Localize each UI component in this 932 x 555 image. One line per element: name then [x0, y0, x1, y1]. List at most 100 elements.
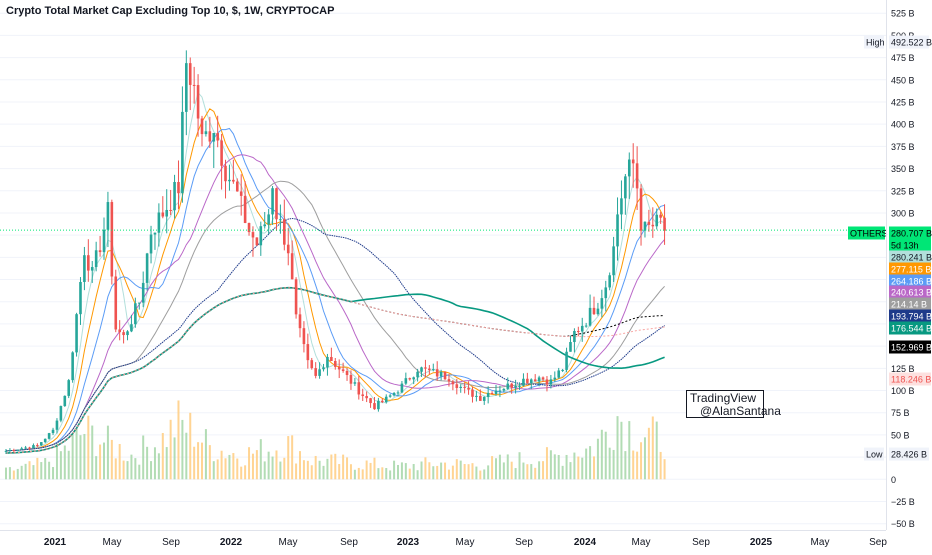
candle-body	[298, 314, 302, 329]
candle-body	[322, 367, 325, 370]
volume-bar	[616, 416, 619, 480]
candle-body	[408, 378, 412, 380]
ma-level-badge-text: 214.14 B	[891, 300, 927, 310]
volume-bar	[655, 421, 658, 480]
candle-body	[655, 214, 659, 227]
candle-body	[498, 390, 502, 392]
candle-body	[137, 302, 141, 304]
candle-body	[357, 382, 361, 395]
countdown-badge: 5d 13h	[889, 238, 931, 252]
candle-body	[63, 395, 67, 407]
candle-body	[188, 63, 192, 85]
ma-level-badge: 264.186 B	[889, 274, 932, 288]
candle-body	[39, 442, 43, 446]
candle-body	[243, 195, 247, 223]
y-tick-label: 325 B	[891, 186, 915, 196]
candle-body	[79, 281, 82, 315]
y-tick-label: 375 B	[891, 142, 915, 152]
candle-body	[87, 255, 90, 271]
candle-body	[157, 212, 161, 233]
candle-body	[643, 221, 647, 231]
volume-bar	[565, 454, 568, 480]
candle-body	[134, 303, 137, 325]
volume-bar	[169, 419, 172, 480]
candle-body	[596, 308, 600, 315]
ma-level-badge-bg	[889, 285, 931, 299]
volume-bar	[59, 451, 62, 480]
volume-bar	[491, 456, 494, 480]
volume-bar	[267, 451, 270, 480]
volume-bar	[612, 449, 615, 480]
symbol-badge-text: OTHERS	[850, 229, 888, 239]
volume-bar	[255, 450, 258, 480]
volume-bar	[236, 458, 239, 480]
volume-bar	[428, 462, 431, 480]
moving-average-line	[5, 287, 665, 454]
ma-level-badge-bg	[889, 262, 931, 276]
tradingview-watermark: TradingView @AlanSantana	[686, 390, 781, 418]
candle-body	[196, 85, 200, 119]
candle-body	[271, 188, 274, 215]
volume-bar	[581, 457, 584, 480]
volume-bar	[514, 468, 517, 480]
volume-bar	[28, 461, 31, 480]
candle-body	[24, 447, 27, 449]
volume-bar	[48, 461, 51, 480]
candle-body	[330, 356, 333, 361]
x-tick-label: 2024	[574, 537, 597, 548]
volume-bar	[389, 470, 392, 480]
candle-body	[169, 209, 172, 211]
low-label-badge-text: Low	[866, 450, 883, 460]
x-tick-label: Sep	[692, 537, 710, 548]
volume-bar	[361, 469, 364, 480]
volume-bar	[177, 400, 180, 480]
moving-average-line	[5, 217, 665, 452]
last-price-badge-bg	[889, 226, 931, 240]
candle-body	[392, 392, 396, 396]
volume-bar	[99, 444, 102, 480]
candle-body	[541, 377, 545, 380]
volume-bar	[232, 453, 235, 480]
candle-body	[59, 406, 63, 421]
x-tick-label: May	[811, 537, 830, 548]
candle-body	[510, 383, 513, 388]
candle-body	[290, 253, 294, 280]
volume-bar	[71, 434, 74, 480]
volume-bar	[506, 454, 509, 480]
candle-body	[627, 159, 631, 177]
volume-bar	[628, 421, 631, 480]
volume-bars	[5, 400, 666, 480]
y-tick-label: 125 B	[891, 364, 915, 374]
volume-bar	[36, 457, 39, 480]
volume-bar	[103, 442, 105, 480]
candle-body	[326, 356, 329, 368]
price-axis-separator	[886, 0, 887, 530]
candle-body	[561, 369, 564, 371]
volume-bar	[334, 453, 337, 480]
candle-body	[204, 131, 208, 135]
high-label-badge-bg	[864, 35, 884, 49]
candle-body	[494, 390, 498, 395]
volume-bar	[91, 425, 94, 480]
candle-body	[75, 314, 78, 353]
volume-bar	[150, 461, 153, 480]
grid-lines	[0, 12, 886, 525]
volume-bar	[44, 458, 47, 480]
volume-bar	[248, 447, 251, 480]
y-tick-label: 475 B	[891, 53, 915, 63]
x-tick-label: Sep	[869, 537, 887, 548]
volume-bar	[593, 456, 595, 480]
volume-bar	[138, 464, 141, 480]
candle-body	[239, 191, 243, 196]
volume-bar	[197, 442, 200, 480]
volume-bar	[193, 446, 196, 480]
volume-bar	[32, 465, 35, 480]
candle-body	[533, 379, 537, 382]
candle-body	[431, 369, 435, 371]
high-value-badge-bg	[889, 35, 929, 49]
candle-body	[306, 344, 310, 361]
candle-body	[153, 232, 157, 235]
volume-bar	[663, 459, 666, 480]
volume-bar	[432, 466, 435, 480]
